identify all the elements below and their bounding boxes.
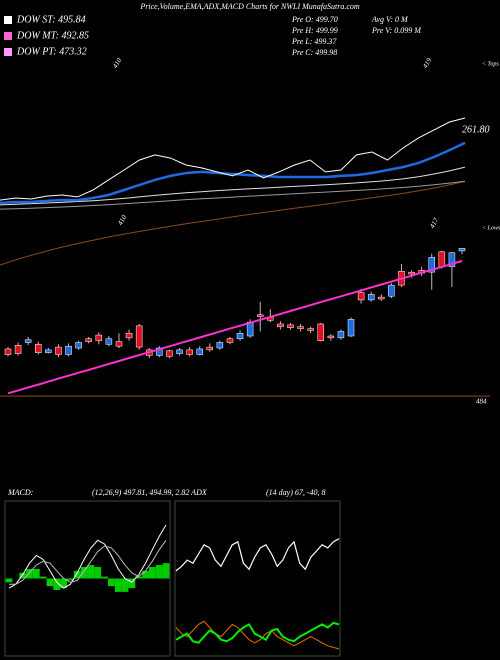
histogram-bar [121,578,129,592]
side-label: < Lows [482,225,500,231]
candle-body [156,347,163,356]
pre-label: Pre L: 499.37 [291,37,337,46]
candle-body [4,348,12,355]
candle-body [307,328,314,331]
histogram-bar [32,568,40,579]
histogram-bar [73,570,81,579]
legend-swatch [4,16,12,24]
candle-body [226,338,234,343]
dow-label: DOW MT: 492.85 [16,30,89,41]
histogram-bar [114,578,122,592]
candle-body [186,349,193,355]
candle-body [35,344,42,353]
candle-body [428,257,435,273]
candle-body [408,271,415,275]
line [0,141,466,205]
candle-body [297,326,304,329]
line [7,260,463,395]
candle-body [458,248,466,252]
candle-body [55,346,62,355]
candle-body [448,252,456,267]
histogram-bar [60,578,68,589]
histogram-bar [142,570,149,579]
candle-body [45,349,52,353]
histogram-bar [107,578,115,587]
candle-body [206,346,214,351]
histogram-bar [101,576,108,579]
candle-body [347,319,355,337]
dow-label: DOW PT: 473.32 [16,46,87,57]
histogram-bar [94,567,102,579]
candle-body [105,338,113,345]
candle-body [236,332,244,340]
line [175,538,340,572]
candle-body [135,325,143,348]
histogram-bar [128,578,136,589]
volume-label: Pre V: 0.099 M [371,26,422,35]
line [0,180,466,266]
line [8,524,167,589]
histogram-bar [39,576,47,579]
macd-frame [4,500,171,657]
candle-body [256,314,264,317]
macd-label: MACD: [7,488,34,497]
pre-label: Pre C: 499.98 [291,48,337,57]
histogram-bar [46,578,54,587]
histogram-bar [26,568,33,579]
candle-body [357,292,365,301]
candle-body [337,331,345,339]
candle-body [24,339,32,343]
line [0,166,466,206]
histogram-bar [87,565,95,579]
candle-body [388,284,395,297]
side-label: < Tops [482,61,499,67]
legend-swatch [4,32,12,40]
line [175,620,340,650]
candle-body [287,324,294,328]
candle-body [14,345,22,354]
line [175,621,340,644]
macd-params: (12,26,9) 497.81, 494.99, 2.82 ADX [92,488,208,497]
histogram-bar [162,563,170,579]
pre-label: Pre H: 499.99 [291,26,338,35]
candle-body [166,350,173,357]
adx-frame [174,500,341,657]
candle-body [115,341,123,347]
histogram-bar [5,578,13,583]
chart-title: Price,Volume,EMA,ADX,MACD Charts for NWL… [139,2,360,11]
adx-params: (14 day) 67, -40, 8 [266,488,326,497]
line [0,180,466,210]
volume-label: Avg V: 0 M [371,15,409,24]
reference-label: 484 [476,398,487,406]
histogram-bar [135,576,143,579]
candle-body [317,323,325,341]
line [9,540,167,585]
candle-body [327,335,335,339]
candle-body [125,332,133,339]
histogram-bar [148,567,156,579]
histogram-bar [19,572,27,579]
candle-body [65,345,72,355]
histogram-bar [155,565,163,579]
candle-body [378,296,385,300]
legend-swatch [4,48,12,56]
candle-body [176,349,183,354]
histogram-bar [80,567,88,579]
candle-body [277,323,284,328]
pre-label: Pre O: 499.70 [291,15,338,24]
histogram-bar [67,578,74,581]
price-label: 261.80 [462,124,490,135]
candle-body [438,251,446,267]
candle-body [216,342,224,349]
candle-body [85,338,92,342]
histogram-bar [53,578,61,590]
candle-body [75,342,82,349]
candle-body [196,348,203,355]
candle-body [367,294,375,301]
line [0,117,466,201]
dow-label: DOW ST: 495.84 [16,14,86,25]
candle-body [95,334,103,341]
